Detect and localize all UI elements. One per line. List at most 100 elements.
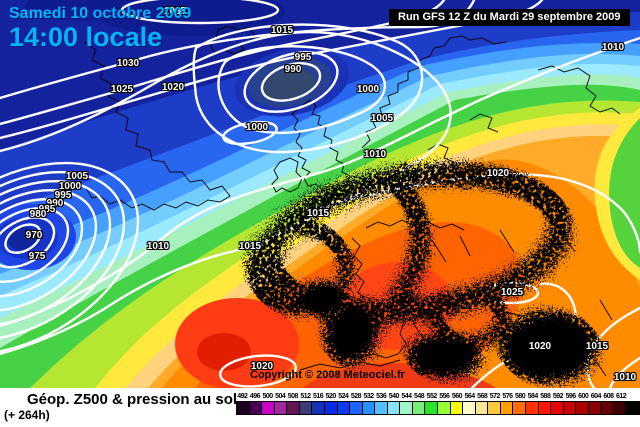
scale-tick-label: 612 [615,393,627,400]
scale-tick-label: 540 [388,393,400,400]
scale-tick-label: 512 [300,393,311,400]
pressure-label: 1010 [363,149,387,160]
scale-tick-label: 504 [275,393,286,400]
map-title: Géop. Z500 & pression au sol [27,391,238,408]
scale-cell [425,402,438,414]
pressure-label: 1010 [613,372,637,383]
scale-cell [249,402,263,414]
scale-tick-label: 604 [590,393,602,400]
pressure-label: 1005 [370,113,394,124]
color-scale: 492 496 500 504 508 512 516 520 524 528 532 536 540 5… [236,392,640,415]
pressure-label: 995 [294,52,312,63]
scale-cell [500,402,514,414]
pressure-label: 990 [46,198,64,209]
pressure-label: 1010 [146,241,170,252]
scale-tick-label: 524 [338,393,349,400]
scale-cell [299,402,313,414]
scale-tick-label: 544 [401,393,412,400]
pressure-label: 980 [29,209,47,220]
scale-tick-label: 588 [540,393,551,400]
low-core-iceland [234,47,350,117]
scale-tick-label: 516 [312,393,324,400]
pressure-label: 1020 [486,168,510,179]
scale-tick-label: 596 [565,393,576,400]
scale-cell [626,402,639,414]
scale-cell [237,402,250,414]
scale-cell [387,402,401,414]
scale-tick-label: 508 [287,393,299,400]
pressure-label: 1015 [306,208,330,219]
scale-tick-label: 536 [376,393,387,400]
pressure-label: 1015 [238,241,262,252]
atlantic-low-rings [0,161,140,356]
scale-cell [513,402,526,414]
pressure-label: 1030 [116,58,140,69]
scale-cell [551,402,564,414]
scale-cell [337,402,351,414]
scale-cell [463,402,476,414]
scale-cell [475,402,489,414]
scale-tick-label: 496 [249,393,261,400]
pressure-label: 1015 [585,341,609,352]
scale-tick-label: 600 [578,393,589,400]
scale-tick-label: 556 [439,393,450,400]
scale-cell [262,402,275,414]
scale-cell [362,402,376,414]
pressure-label: 1025 [110,84,134,95]
scale-tick-label: 564 [464,393,475,400]
pressure-label: 1020 [250,361,274,372]
scale-cell [350,402,363,414]
scale-tick-label: 528 [350,393,362,400]
scale-cell [450,402,464,414]
scale-cell [324,402,338,414]
pressure-label: 1000 [356,84,380,95]
valid-time-line: 14:00 locale [9,22,163,52]
pressure-label: 1005 [65,171,89,182]
color-scale-cells [236,401,640,415]
pressure-label: 1020 [528,341,552,352]
scale-tick-label: 608 [603,393,614,400]
scale-cell [375,402,388,414]
pressure-label: 970 [25,230,43,241]
copyright-text: Copyright © 2008 Meteociel.fr [250,369,405,381]
scale-tick-label: 520 [325,393,337,400]
scale-tick-label: 584 [527,393,539,400]
pressure-label: 1035 [163,6,187,17]
scale-tick-label: 560 [451,393,463,400]
scale-tick-label: 568 [477,393,488,400]
scale-cell [400,402,413,414]
pressure-label: 1010 [601,42,625,53]
scale-cell [576,402,589,414]
scale-tick-label: 592 [552,393,564,400]
scale-cell [525,402,539,414]
scale-tick-label: 572 [489,393,501,400]
map-area: 1035 1030 1025 1020 1015 995 990 1000 1005 1000 10… [0,0,640,388]
scale-tick-label: 492 [237,393,248,400]
pressure-label: 1015 [270,25,294,36]
scale-cell [312,402,325,414]
forecast-lead-time: (+ 264h) [4,408,50,422]
weather-map-svg [0,0,640,388]
model-run-banner: Run GFS 12 Z du Mardi 29 septembre 2009 [389,9,630,26]
valid-date-line: Samedi 10 octobre 2009 [9,5,192,22]
pressure-label: 1000 [58,181,82,192]
scale-cell [538,402,552,414]
pressure-label: 1000 [245,122,269,133]
scale-tick-label: 548 [413,393,425,400]
pressure-label: 975 [28,251,46,262]
scale-tick-label: 532 [363,393,374,400]
scale-cell [274,402,288,414]
scale-cell [488,402,501,414]
scale-tick-label: 500 [262,393,273,400]
scale-cell [563,402,577,414]
scale-tick-label: 576 [502,393,513,400]
scale-cell [412,402,426,414]
scale-cell [601,402,614,414]
legend-bar: Géop. Z500 & pression au sol (+ 264h) 49… [0,388,640,427]
scale-cell [287,402,300,414]
pressure-label: 985 [38,204,56,215]
scale-cell [588,402,602,414]
color-scale-labels: 492 496 500 504 508 512 516 520 524 528 532 536 540 5… [236,392,640,401]
scale-cell [613,402,627,414]
